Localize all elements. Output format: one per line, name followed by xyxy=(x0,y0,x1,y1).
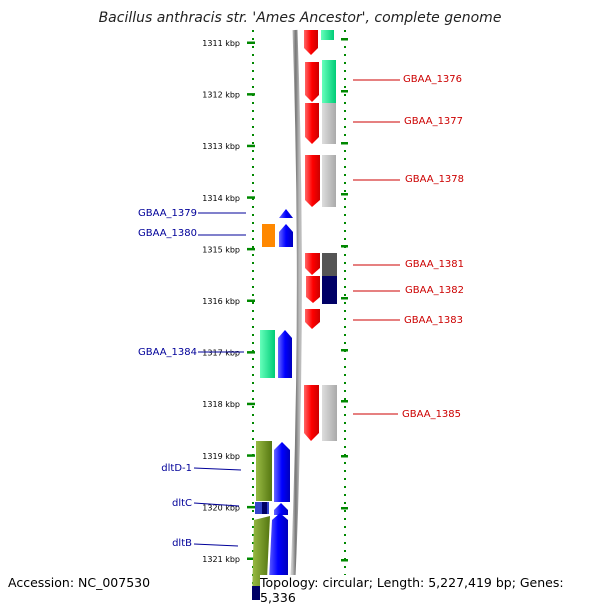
gene-arrow xyxy=(305,155,320,207)
gene-arrow xyxy=(322,155,336,207)
right-labels: GBAA_1376 GBAA_1377 GBAA_1378 GBAA_1381 … xyxy=(353,74,464,420)
gene-arrow xyxy=(304,30,318,55)
ruler-tick-mark xyxy=(247,454,255,457)
gene-arrow xyxy=(306,276,320,303)
ruler-tick-mark xyxy=(247,247,255,251)
gene-arrow xyxy=(278,330,292,378)
ruler-tick-label: 1320 kbp xyxy=(202,503,240,512)
gene-arrow xyxy=(279,224,293,247)
gene-arrow xyxy=(274,442,290,502)
gene-label: GBAA_1378 xyxy=(405,174,464,185)
gene-arrow xyxy=(262,224,275,247)
gene-arrow xyxy=(305,309,320,329)
gene-arrow xyxy=(279,209,293,218)
ruler-tick-mark xyxy=(247,299,255,302)
accession-text: Accession: NC_007530 xyxy=(8,575,151,590)
gene-arrow xyxy=(305,62,319,102)
gene-arrow xyxy=(304,385,319,441)
ruler-tick-mark xyxy=(247,144,255,148)
ruler-tick-mark xyxy=(247,505,255,509)
gene-arrow xyxy=(322,385,337,441)
gene-label: GBAA_1380 xyxy=(138,228,197,239)
ruler-tick-mark xyxy=(247,196,255,199)
left-labels: GBAA_1379 GBAA_1380 GBAA_1384 dltD-1 dlt… xyxy=(138,208,246,549)
ruler-tick-label: 1311 kbp xyxy=(202,39,240,48)
gene-label: GBAA_1382 xyxy=(405,285,464,296)
ruler-tick-mark xyxy=(247,351,255,354)
ruler-tick-label: 1319 kbp xyxy=(202,452,240,461)
gene-arrow xyxy=(256,441,272,501)
gene-arrow xyxy=(305,103,319,144)
ruler-tick-label: 1314 kbp xyxy=(202,194,240,203)
gene-label: GBAA_1383 xyxy=(404,315,463,326)
right-scale-ticks xyxy=(341,38,348,562)
gene-label: GBAA_1384 xyxy=(138,347,197,358)
gene-label: GBAA_1379 xyxy=(138,208,197,219)
ruler-tick-label: 1318 kbp xyxy=(202,400,240,409)
gene-label: dltD-1 xyxy=(161,463,192,474)
ruler-tick-label: 1313 kbp xyxy=(202,142,240,151)
ruler-tick-label: 1317 kbp xyxy=(202,349,240,358)
ruler-tick-mark xyxy=(247,93,255,96)
gene-arrow xyxy=(305,253,320,275)
gene-arrow xyxy=(260,330,275,378)
ruler-tick-label: 1312 kbp xyxy=(202,91,240,100)
genome-backbone xyxy=(289,29,302,600)
ruler-tick-label: 1316 kbp xyxy=(202,297,240,306)
page-title: Bacillus anthracis str. 'Ames Ancestor',… xyxy=(98,10,502,26)
ruler-tick-mark xyxy=(247,402,255,406)
gene-arrow xyxy=(322,253,337,276)
ruler-tick-mark xyxy=(247,41,255,44)
gene-label: GBAA_1376 xyxy=(403,74,462,85)
gene-label: dltB xyxy=(172,538,192,549)
ruler: 1311 kbp 1312 kbp 1313 kbp 1314 kbp 1315 kbp… xyxy=(202,39,255,564)
ruler-tick-label: 1315 kbp xyxy=(202,245,240,254)
gene-arrow xyxy=(322,60,336,103)
gene-arrow xyxy=(322,103,336,144)
forward-genes xyxy=(304,30,337,441)
reverse-genes xyxy=(252,209,293,600)
gene-arrow xyxy=(321,30,334,40)
gene-label: dltC xyxy=(172,498,192,509)
gene-arrow xyxy=(322,276,337,304)
ruler-tick-label: 1321 kbp xyxy=(202,555,240,564)
gene-label: GBAA_1385 xyxy=(402,409,461,420)
gene-label: GBAA_1381 xyxy=(405,259,464,270)
gene-arrow xyxy=(274,503,288,515)
gene-label: GBAA_1377 xyxy=(404,116,463,127)
topology-text: Topology: circular; Length: 5,227,419 bp… xyxy=(260,575,600,605)
gene-arrow xyxy=(262,502,267,514)
ruler-tick-mark xyxy=(247,557,255,560)
